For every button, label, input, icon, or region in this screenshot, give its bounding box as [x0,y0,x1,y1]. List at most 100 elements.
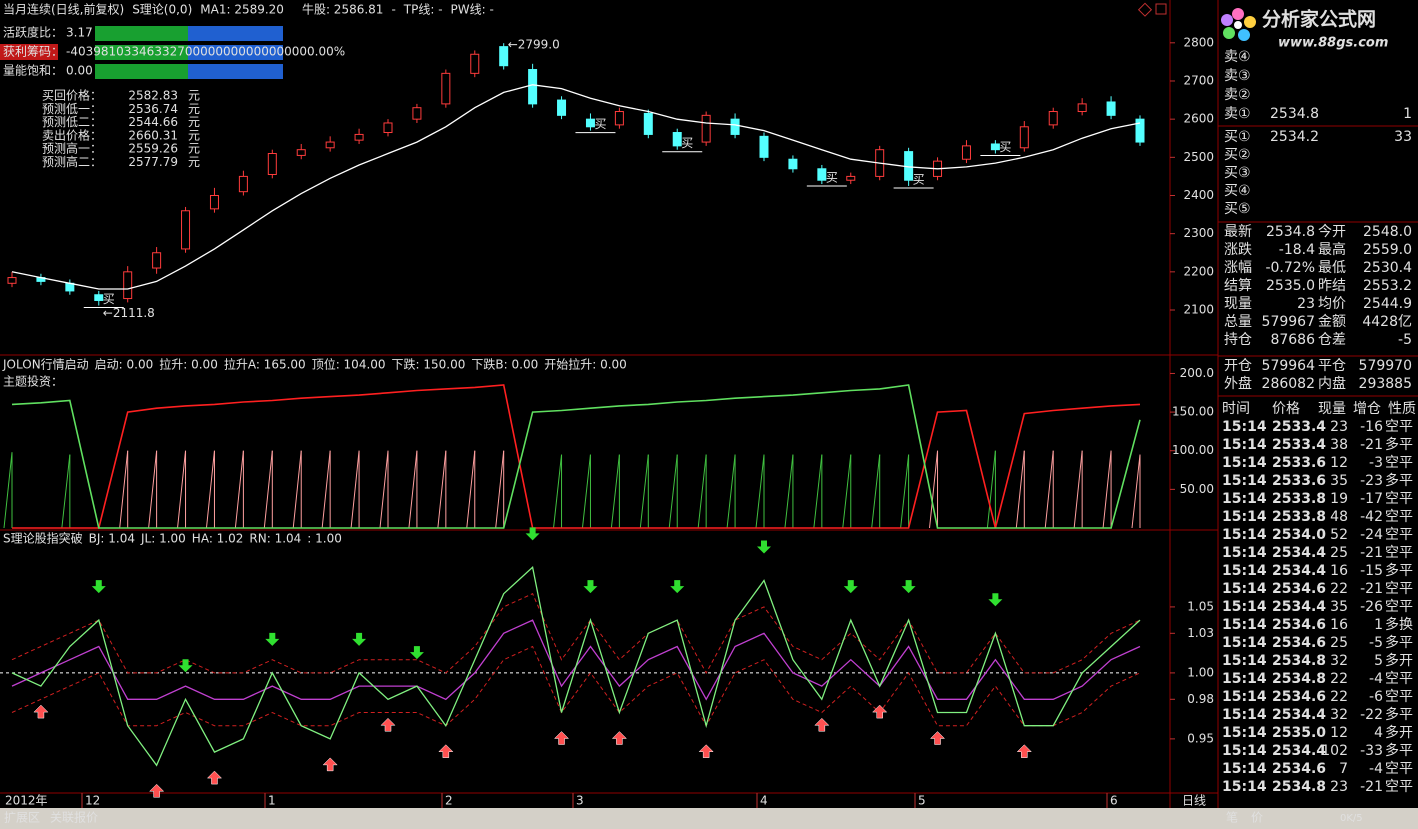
trade-volume: 35 [1330,473,1348,489]
forecast-value: 2544.66 [128,115,178,129]
trade-nature: 多开 [1385,652,1413,669]
trade-time: 15:14 [1222,509,1267,525]
trade-nature: 多平 [1385,562,1413,579]
label-highlight [0,44,58,60]
trade-nature: 空平 [1385,455,1413,471]
gauge-bar [95,26,188,41]
stat-label: 金额 [1318,314,1346,330]
gauge-value: -40398103346332700000000000000000.00% [66,45,345,59]
trade-price: 2534.6 [1272,689,1326,705]
candle-body [788,158,798,170]
status: 0K/5 [1340,813,1363,824]
y-tick-label: 1.00 [1187,665,1214,679]
tab[interactable]: 扩展区 [4,811,40,825]
gauge-value: 3.17 [66,26,93,40]
book-label: 卖③ [1224,68,1251,84]
bar-diag [1102,450,1112,529]
gauge-label: 量能饱和： [3,63,63,78]
trade-time: 15:14 [1222,779,1267,795]
trade-volume: 32 [1330,653,1348,669]
candle-body [209,194,219,210]
candle-body [990,143,1000,151]
stat-value: 286082 [1262,376,1315,392]
book-volume: 1 [1403,106,1412,122]
gauge-value: 0.00 [66,64,93,78]
bar-diag [437,450,447,529]
bar-diag [292,450,302,529]
candle-body [181,210,191,250]
sell-arrow [988,593,1003,607]
stat-label: 最高 [1318,241,1346,258]
trade-change: -26 [1360,599,1383,615]
trade-nature: 多换 [1385,616,1413,633]
candle-body [383,122,393,134]
stat-label: 平仓 [1318,358,1346,374]
candle-body [1106,101,1116,116]
logo-name: 分析家公式网 [1262,8,1376,31]
candle-body [441,72,451,105]
trade-change: -4 [1369,671,1383,687]
stat-value: 293885 [1359,376,1412,392]
trade-volume: 12 [1330,725,1348,741]
bar-diag [119,450,129,529]
trade-nature: 空平 [1385,761,1413,777]
stat-value: 579967 [1262,314,1315,330]
y-tick-label: 2500 [1183,150,1214,164]
stat-value: 2559.0 [1363,242,1412,258]
trade-price: 2534.8 [1272,779,1326,795]
candle-body [528,69,538,105]
y-tick-label: 1.03 [1187,626,1214,640]
trade-change: -16 [1360,419,1383,435]
trade-volume: 22 [1330,689,1348,705]
stat-value: 2534.8 [1266,224,1315,240]
bar-diag [929,450,939,529]
y-tick-label: 2800 [1183,35,1214,49]
candle-body [123,271,133,300]
icon[interactable] [1155,3,1167,15]
bar-diag [350,450,360,529]
bar-diag [581,454,591,529]
buy-label: 买 [681,136,693,150]
stat-value: 87686 [1270,332,1315,348]
trade-time: 15:14 [1222,617,1267,633]
stat-label: 昨结 [1318,278,1346,294]
tab[interactable]: 笔 [1226,810,1238,825]
stat-label: 涨幅 [1224,260,1252,276]
y-tick-label: 50.00 [1180,482,1214,496]
panel-header: 下跌B: 0.00 [471,357,538,372]
title-item: - [391,3,395,17]
sell-arrow [670,580,685,594]
panel-header: 启动: 0.00 [95,358,154,372]
logo-url: www.88gs.com [1278,36,1388,51]
trade-time: 15:14 [1222,689,1267,705]
bar-diag [871,454,881,529]
trade-change: 1 [1374,617,1383,633]
tab[interactable]: 关联报价 [50,810,98,825]
trade-volume: 23 [1330,779,1348,795]
trade-nature: 多平 [1385,742,1413,759]
trade-change: -21 [1360,779,1383,795]
gauge-label: 活跃度比： [3,25,63,40]
trade-nature: 空平 [1385,491,1413,507]
trade-price: 2533.6 [1272,455,1326,471]
trade-nature: 空平 [1385,509,1413,525]
bar-diag [1073,450,1083,529]
buy-arrow [611,731,627,745]
stat-value: -5 [1398,332,1412,348]
icon[interactable] [1137,2,1153,17]
forecast-label: 预测低一： [42,102,102,116]
tab[interactable]: 价 [1251,811,1263,825]
logo-petal [1221,14,1233,26]
stat-label: 结算 [1224,278,1252,294]
bottom-bar [0,808,1418,829]
buy-arrow [149,783,165,798]
indicator-line [12,384,1141,529]
bar-diag [61,454,71,529]
trade-volume: 22 [1330,671,1348,687]
y-tick-label: 2700 [1183,73,1214,87]
trade-nature: 多平 [1385,706,1413,723]
bar-diag [553,454,563,529]
panel-header: BJ: 1.04 [89,532,135,546]
